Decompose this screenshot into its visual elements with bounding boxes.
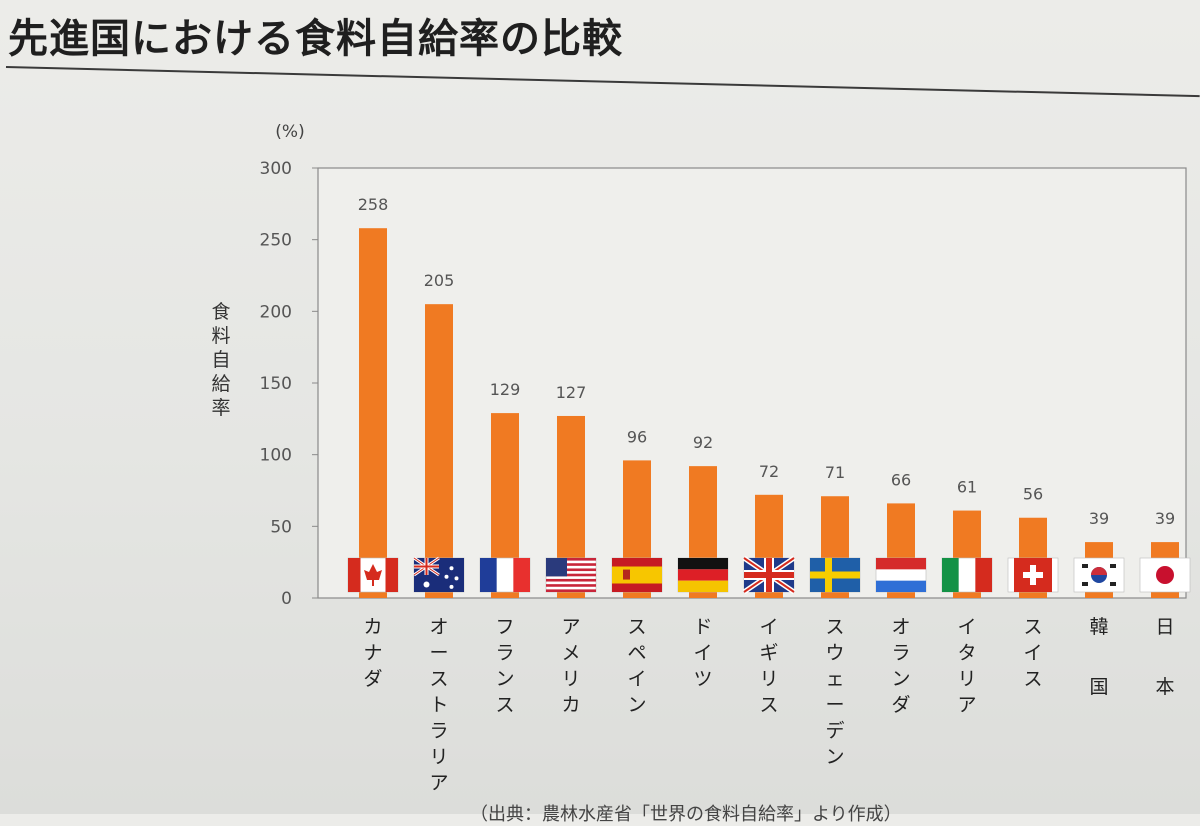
- data-label: 66: [891, 470, 911, 489]
- france-flag-icon: [479, 557, 531, 593]
- usa-flag-icon: [545, 557, 597, 593]
- y-tick-label: 0: [281, 589, 292, 609]
- y-axis-title: 食料自給率: [211, 301, 230, 419]
- y-tick-label: 150: [260, 374, 292, 394]
- bar: [425, 304, 453, 598]
- data-label: 39: [1089, 509, 1109, 528]
- y-tick-label: 300: [260, 159, 292, 179]
- x-tick-label: 日本: [1155, 616, 1174, 698]
- data-label: 72: [759, 462, 779, 481]
- germany-flag-icon: [677, 557, 729, 593]
- x-tick-label: オーストラリア: [429, 616, 448, 794]
- data-label: 129: [490, 380, 521, 399]
- netherlands-flag-icon: [875, 557, 927, 593]
- switzerland-flag-icon: [1007, 557, 1059, 593]
- y-tick-label: 100: [260, 446, 292, 466]
- sweden-flag-icon: [809, 557, 861, 593]
- x-tick-label: スウェーデン: [825, 616, 844, 768]
- source-note: （出典：農林水産省「世界の食料自給率」より作成）: [470, 804, 902, 825]
- y-axis: 0 50 100 150 200 250 300 (%) 食料自給率: [211, 122, 318, 609]
- x-tick-label: イギリス: [759, 616, 778, 716]
- data-label: 92: [693, 433, 713, 452]
- page-title: 先進国における食料自給率の比較: [8, 16, 623, 62]
- x-axis-labels: カナダ オーストラリア フランス アメリカ スペイン ドイツ イギリス スウェーデン オランダ イ…: [363, 616, 1174, 794]
- data-label: 96: [627, 427, 647, 446]
- x-tick-label: 韓国: [1089, 616, 1108, 698]
- y-tick-label: 250: [260, 231, 292, 251]
- y-unit-label: (%): [275, 122, 304, 142]
- uk-flag-icon: [742, 555, 796, 595]
- canada-flag-icon: [347, 557, 399, 593]
- y-tick-label: 200: [260, 302, 292, 322]
- x-tick-label: スイス: [1023, 616, 1042, 690]
- bar: [359, 228, 387, 598]
- data-label: 258: [358, 195, 389, 214]
- data-label: 56: [1023, 485, 1043, 504]
- x-tick-label: イタリア: [957, 616, 976, 716]
- x-tick-label: カナダ: [363, 616, 382, 690]
- data-label: 61: [957, 478, 977, 497]
- x-tick-label: フランス: [495, 616, 514, 716]
- data-label: 71: [825, 463, 845, 482]
- x-tick-label: スペイン: [627, 616, 646, 716]
- x-tick-label: アメリカ: [561, 616, 580, 716]
- data-label: 205: [424, 271, 455, 290]
- data-label: 39: [1155, 509, 1175, 528]
- country-flags: [347, 555, 1191, 595]
- x-tick-label: ドイツ: [693, 616, 712, 690]
- australia-flag-icon: [413, 556, 465, 593]
- japan-flag-icon: [1139, 557, 1191, 593]
- y-tick-label: 50: [270, 517, 292, 537]
- spain-flag-icon: [611, 557, 663, 593]
- italy-flag-icon: [941, 557, 993, 593]
- x-tick-label: オランダ: [891, 616, 910, 716]
- korea-flag-icon: [1073, 557, 1125, 593]
- data-label: 127: [556, 383, 587, 402]
